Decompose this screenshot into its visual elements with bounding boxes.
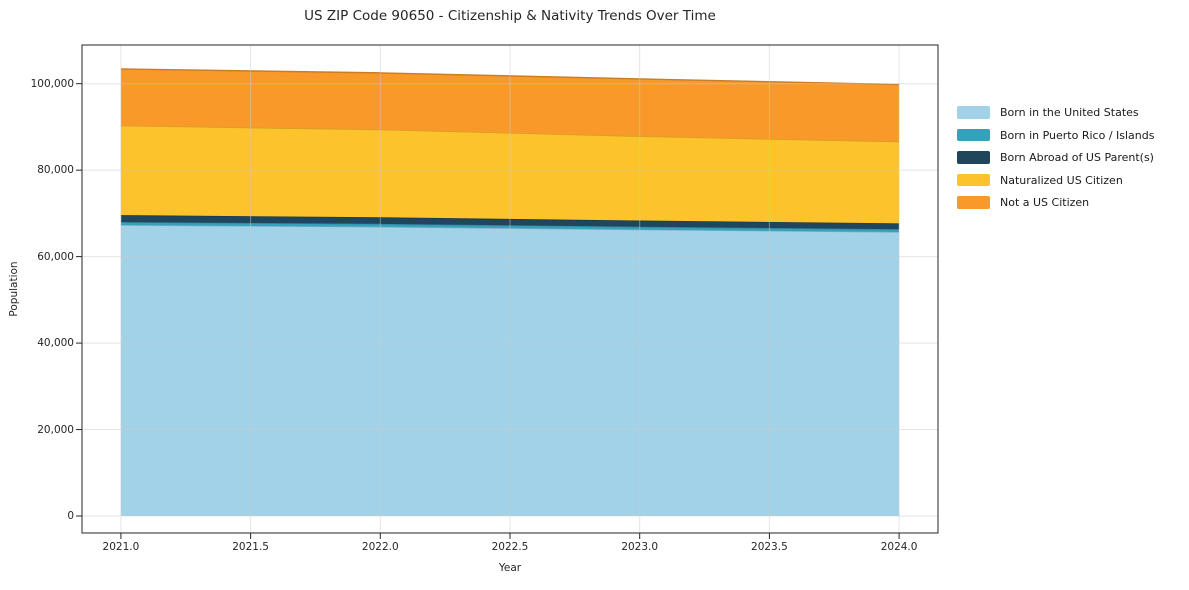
legend-label: Born in the United States — [1000, 106, 1139, 119]
y-tick-label: 40,000 — [37, 337, 74, 350]
legend-item-naturalized-us-citizen: Naturalized US Citizen — [957, 174, 1154, 187]
legend-item-not-a-us-citizen: Not a US Citizen — [957, 196, 1154, 209]
y-tick-label: 80,000 — [37, 164, 74, 177]
legend-swatch — [957, 196, 990, 209]
y-tick-label: 100,000 — [30, 77, 74, 90]
legend-swatch — [957, 173, 990, 187]
x-tick-label: 2021.5 — [232, 541, 269, 553]
y-tick-label: 0 — [67, 510, 74, 522]
y-tick-label: 60,000 — [37, 250, 74, 263]
chart-title: US ZIP Code 90650 - Citizenship & Nativi… — [304, 8, 716, 24]
y-tick-label: 20,000 — [37, 423, 74, 436]
legend-item-born-abroad-of-us-parent-s: Born Abroad of US Parent(s) — [957, 151, 1154, 164]
x-axis-label: Year — [498, 562, 522, 574]
y-axis-label: Population — [8, 261, 20, 317]
x-tick-label: 2022.5 — [491, 541, 529, 553]
x-tick-label: 2023.5 — [751, 541, 788, 553]
legend-swatch — [957, 106, 990, 119]
legend-item-born-in-the-united-states: Born in the United States — [957, 106, 1154, 119]
legend-swatch — [957, 128, 990, 142]
legend-item-born-in-puerto-rico-islands: Born in Puerto Rico / Islands — [957, 129, 1154, 142]
legend-label: Born in Puerto Rico / Islands — [1000, 128, 1155, 142]
legend: Born in the United States Born in Puerto … — [957, 106, 1154, 219]
legend-label: Born Abroad of US Parent(s) — [1000, 151, 1154, 164]
x-tick-label: 2024.0 — [880, 541, 918, 553]
x-tick-label: 2023.0 — [621, 541, 659, 553]
legend-label: Naturalized US Citizen — [1000, 173, 1123, 187]
x-tick-label: 2022.0 — [361, 541, 399, 553]
x-tick-label: 2021.0 — [102, 541, 140, 553]
legend-swatch — [957, 151, 990, 164]
legend-label: Not a US Citizen — [1000, 196, 1090, 209]
